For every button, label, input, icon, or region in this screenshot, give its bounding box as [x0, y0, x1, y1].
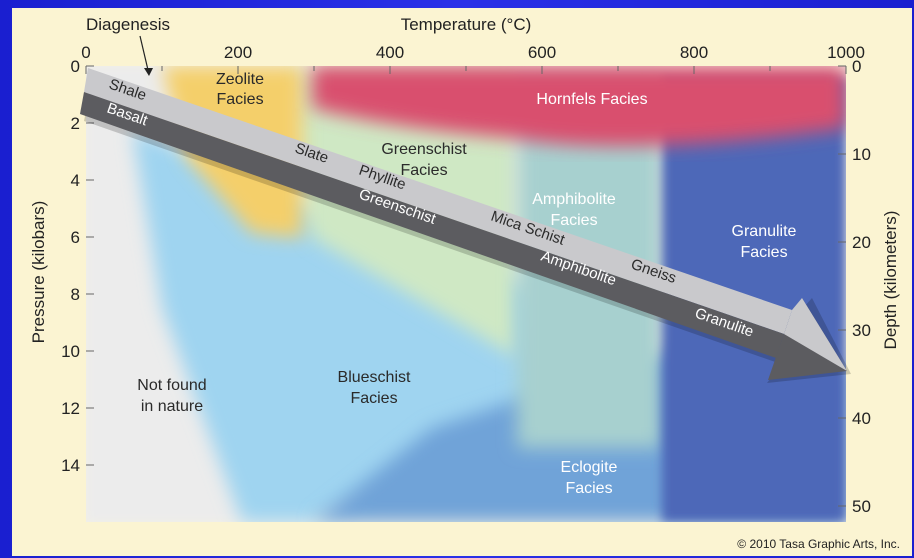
right-tick-label: 50 — [852, 497, 871, 516]
left-tick-label: 8 — [71, 285, 80, 304]
left-tick-label: 10 — [61, 342, 80, 361]
not-found-label: Not found — [137, 377, 206, 394]
top-tick-label: 1000 — [827, 43, 865, 62]
arrow-head-light — [784, 298, 847, 371]
top-tick-label: 800 — [680, 43, 708, 62]
metamorphic-path-arrow — [80, 68, 851, 383]
blueschist-facies-label: Facies — [350, 390, 397, 407]
left-tick-label: 12 — [61, 399, 80, 418]
diagenesis-pointer — [139, 35, 149, 71]
not-found-label: in nature — [141, 398, 203, 415]
top-tick-label: 400 — [376, 43, 404, 62]
right-tick-label: 10 — [852, 145, 871, 164]
eclogite-facies-label: Eclogite — [561, 459, 618, 476]
blueschist-facies-label: Blueschist — [338, 369, 411, 386]
right-tick-label: 40 — [852, 409, 871, 428]
top-tick-label: 200 — [224, 43, 252, 62]
zeolite-facies-label: Zeolite — [216, 71, 264, 88]
amphibolite-facies-label: Facies — [550, 212, 597, 229]
hornfels-facies-label: Hornfels Facies — [536, 91, 647, 108]
pressure-axis-title: Pressure (kilobars) — [29, 201, 48, 344]
left-axis-ticks — [86, 65, 94, 466]
zeolite-facies-label: Facies — [216, 91, 263, 108]
right-axis-ticks — [838, 65, 846, 507]
right-tick-label: 30 — [852, 321, 871, 340]
depth-axis-title: Depth (kilometers) — [881, 211, 900, 350]
greenschist-facies-label: Greenschist — [381, 141, 467, 158]
amphibolite-facies-label: Amphibolite — [532, 191, 616, 208]
left-tick-label: 6 — [71, 228, 80, 247]
shale-band — [84, 68, 792, 334]
basalt-band — [80, 92, 784, 358]
right-tick-label: 20 — [852, 233, 871, 252]
top-tick-label: 0 — [81, 43, 90, 62]
greenschist-facies-label: Facies — [400, 162, 447, 179]
hornfels-region — [312, 66, 846, 146]
right-tick-label: 0 — [852, 57, 861, 76]
temperature-axis-title: Temperature (°C) — [401, 15, 532, 34]
diagenesis-pointer-head — [144, 68, 153, 76]
granulite-facies-label: Facies — [740, 244, 787, 261]
eclogite-facies-label: Facies — [565, 480, 612, 497]
left-tick-label: 2 — [71, 114, 80, 133]
left-tick-label: 0 — [71, 57, 80, 76]
left-tick-label: 14 — [61, 456, 80, 475]
top-axis-ticks — [85, 66, 847, 74]
metamorphic-facies-diagram: Temperature (°C) 0 200 400 600 800 1000 … — [29, 15, 900, 551]
diagram-panel: Temperature (°C) 0 200 400 600 800 1000 … — [12, 8, 912, 556]
top-tick-label: 600 — [528, 43, 556, 62]
granulite-facies-label: Granulite — [732, 223, 797, 240]
diagenesis-label: Diagenesis — [86, 15, 170, 34]
copyright-text: © 2010 Tasa Graphic Arts, Inc. — [737, 537, 900, 551]
left-tick-label: 4 — [71, 171, 80, 190]
